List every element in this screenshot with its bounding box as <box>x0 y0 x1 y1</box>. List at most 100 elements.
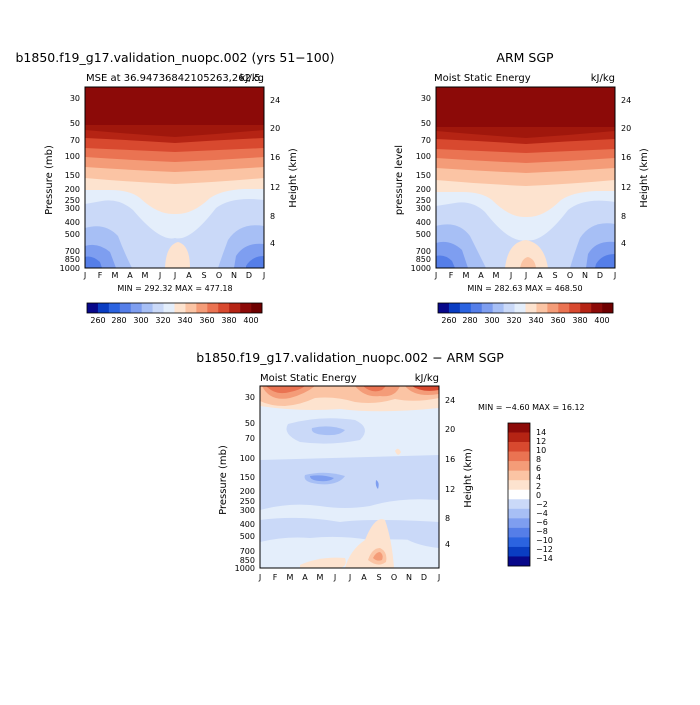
colorbar-label: −4 <box>536 509 548 518</box>
height-tick-label: 24 <box>621 96 631 105</box>
y-tick-label: 300 <box>65 204 80 213</box>
panel-difference-colorbar-labels: 14 12 10 8 6 4 2 0 −2 −4 −6 −8 −10 −12 −… <box>536 428 553 563</box>
contour-fill <box>436 87 615 127</box>
contour-fill <box>310 475 334 482</box>
y-tick-label: 70 <box>421 136 431 145</box>
height-tick-label: 16 <box>445 455 455 464</box>
x-tick-label: F <box>273 573 278 582</box>
contour-fill <box>412 386 439 391</box>
colorbar-swatch <box>251 303 263 313</box>
y-tick-label: 200 <box>65 185 80 194</box>
panel-obs: ARM SGP Moist Static Energy kJ/kg J <box>394 50 650 325</box>
contour-fill <box>311 426 345 436</box>
colorbar-label: 6 <box>536 464 541 473</box>
panel-model-x-ticks: J F M A M J J A S O N D J <box>83 271 265 280</box>
y-tick-label: 300 <box>416 204 431 213</box>
colorbar-swatch <box>130 303 142 313</box>
x-tick-label: A <box>302 573 308 582</box>
colorbar-swatch <box>207 303 219 313</box>
panel-difference-contours <box>260 386 439 568</box>
y-tick-label: 250 <box>416 196 431 205</box>
contour-fill <box>363 386 386 392</box>
colorbar-swatch <box>508 470 530 481</box>
panel-obs-height-ticks: 24 20 16 12 8 4 <box>621 96 631 248</box>
y-tick-label: 70 <box>245 434 255 443</box>
colorbar-swatch <box>508 499 530 510</box>
panel-difference-x-ticks: J F M A M J J A S O N D J <box>258 573 440 582</box>
y-tick-label: 30 <box>70 94 80 103</box>
y-tick-label: 850 <box>240 556 255 565</box>
y-tick-label: 400 <box>240 520 255 529</box>
panel-difference-right-axis-label: Height (km) <box>463 448 474 508</box>
height-tick-label: 20 <box>270 124 280 133</box>
colorbar-swatch <box>185 303 197 313</box>
panel-difference-frame <box>259 385 440 569</box>
y-tick-label: 30 <box>421 94 431 103</box>
y-tick-label: 500 <box>240 532 255 541</box>
colorbar-swatch <box>438 303 450 313</box>
colorbar-label: 14 <box>536 428 546 437</box>
contour-fill <box>260 517 439 542</box>
panel-obs-frame <box>435 86 616 269</box>
contour-fill <box>300 557 346 568</box>
y-tick-label: 70 <box>70 136 80 145</box>
y-tick-label: 250 <box>65 196 80 205</box>
x-tick-label: J <box>158 271 161 280</box>
colorbar-swatch <box>459 303 472 313</box>
colorbar-label: 360 <box>550 316 565 325</box>
panel-difference-title: b1850.f19_g17.validation_nuopc.002 − ARM… <box>196 350 504 365</box>
colorbar-swatch <box>508 489 530 500</box>
colorbar-swatch <box>547 303 559 313</box>
colorbar-swatch <box>481 303 493 313</box>
panel-difference-left-label: Moist Static Energy <box>260 373 357 384</box>
y-tick-label: 1000 <box>60 264 80 273</box>
height-tick-label: 16 <box>270 153 280 162</box>
colorbar-label: −14 <box>536 554 553 563</box>
x-tick-label: M <box>317 573 324 582</box>
panel-model-contours <box>85 87 264 268</box>
contour-fill <box>85 256 102 268</box>
colorbar-swatch <box>536 303 548 313</box>
x-tick-label: S <box>552 271 557 280</box>
colorbar-label: 4 <box>536 473 541 482</box>
colorbar-label: 12 <box>536 437 546 446</box>
y-tick-label: 300 <box>240 506 255 515</box>
colorbar-label: 380 <box>221 316 236 325</box>
x-tick-label: M <box>112 271 119 280</box>
y-tick-label: 50 <box>245 419 255 428</box>
panel-model-stats: MIN = 292.32 MAX = 477.18 <box>117 284 232 293</box>
y-tick-label: 100 <box>416 152 431 161</box>
x-tick-label: M <box>287 573 294 582</box>
x-tick-label: J <box>173 271 176 280</box>
colorbar-label: 2 <box>536 482 541 491</box>
y-tick-label: 30 <box>245 393 255 402</box>
height-tick-label: 4 <box>445 540 450 549</box>
y-tick-label: 850 <box>65 255 80 264</box>
panel-model-frame <box>84 86 265 269</box>
panel-obs-colorbar <box>437 302 614 314</box>
panel-model: b1850.f19_g17.validation_nuopc.002 (yrs … <box>15 50 334 325</box>
x-tick-label: J <box>348 573 351 582</box>
panel-difference-y-ticks: 30 50 70 100 150 200 250 300 400 500 700… <box>235 393 255 573</box>
colorbar-swatch <box>141 303 153 313</box>
panel-difference-stats: MIN = −4.60 MAX = 16.12 <box>478 403 585 412</box>
colorbar-swatch <box>514 303 526 313</box>
height-tick-label: 8 <box>270 212 275 221</box>
panel-model-y-axis-label: Pressure (mb) <box>44 145 55 215</box>
y-tick-label: 200 <box>416 185 431 194</box>
contour-fill <box>165 242 190 268</box>
panel-model-left-label: MSE at 36.94736842105263,262.5 <box>86 73 260 84</box>
x-tick-label: A <box>478 271 484 280</box>
x-tick-label: J <box>524 271 527 280</box>
colorbar-label: −2 <box>536 500 548 509</box>
x-tick-label: J <box>333 573 336 582</box>
panel-obs-y-ticks: 30 50 70 100 150 200 250 300 400 500 700… <box>411 94 431 273</box>
colorbar-swatch <box>602 303 614 313</box>
panel-obs-stats: MIN = 282.63 MAX = 468.50 <box>467 284 582 293</box>
x-tick-label: M <box>493 271 500 280</box>
colorbar-swatch <box>240 303 252 313</box>
height-tick-label: 24 <box>445 396 455 405</box>
height-tick-label: 20 <box>445 425 455 434</box>
colorbar-label: 8 <box>536 455 541 464</box>
x-tick-label: D <box>597 271 603 280</box>
